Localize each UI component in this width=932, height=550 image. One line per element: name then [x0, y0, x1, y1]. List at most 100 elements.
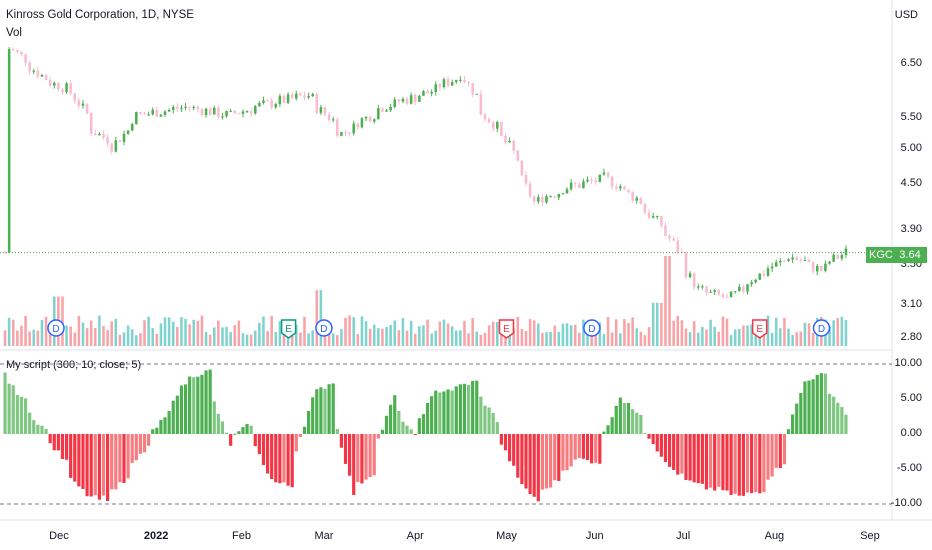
candle-body [139, 112, 142, 114]
volume-bar [508, 331, 511, 346]
histogram-bar [745, 434, 750, 493]
histogram-bar [721, 434, 725, 491]
histogram-bar [454, 386, 458, 434]
histogram-bar [413, 434, 417, 435]
volume-bar [253, 330, 257, 346]
histogram-bar [114, 434, 118, 490]
volume-bar [573, 324, 577, 346]
candle-body [372, 119, 376, 122]
candle-body [496, 121, 499, 129]
event-marker-label: E [285, 324, 292, 335]
volume-bar [122, 332, 126, 346]
histogram-bar [343, 434, 348, 464]
volume-bar [528, 319, 532, 346]
candle-body [118, 140, 122, 142]
volume-bar [262, 316, 265, 346]
volume-bar [319, 290, 323, 346]
candle-body [774, 262, 778, 267]
candle-body [299, 93, 302, 96]
candle-body [393, 99, 397, 107]
histogram-bar [659, 434, 663, 457]
currency-label[interactable]: USD [894, 9, 918, 21]
histogram-bar [384, 415, 389, 434]
histogram-bar [639, 414, 643, 434]
candle-body [717, 290, 721, 295]
candle-body [348, 132, 351, 134]
volume-bar [32, 329, 36, 346]
candle-body [282, 96, 286, 103]
volume-bar [245, 334, 249, 346]
time-tick-label: Apr [406, 530, 424, 542]
histogram-bar [360, 434, 364, 484]
volume-bar [746, 325, 749, 346]
candle-body [73, 93, 77, 101]
histogram-bar [479, 396, 483, 434]
volume-bar [463, 320, 466, 346]
volume-bar [516, 316, 520, 346]
candle-body [844, 248, 848, 256]
candle-body [143, 113, 146, 115]
histogram-bar [786, 429, 791, 434]
candle-body [409, 95, 413, 104]
histogram-bar [430, 396, 434, 434]
candle-body [746, 284, 749, 292]
candle-body [635, 197, 639, 201]
histogram-bar [827, 393, 832, 434]
candle-body [130, 124, 134, 131]
candle-body [192, 106, 196, 108]
volume-bar [249, 334, 253, 346]
volume-bar [532, 320, 536, 346]
histogram-bar [183, 384, 188, 434]
histogram-bar [553, 434, 557, 481]
candle-body [692, 273, 696, 288]
candle-body [553, 196, 556, 198]
volume-label[interactable]: Vol [6, 27, 22, 39]
volume-bar [98, 315, 101, 346]
candle-body [491, 122, 495, 129]
candle-body [442, 79, 446, 88]
event-marker-label: D [818, 324, 825, 335]
volume-bar [389, 324, 392, 346]
volume-bar [701, 326, 704, 346]
indicator-label[interactable]: My script (300; 10; close; 5) [6, 359, 142, 371]
candle-body [709, 291, 712, 293]
candle-body [828, 261, 831, 264]
candle-body [401, 98, 405, 102]
candle-body [795, 257, 798, 260]
histogram-bar [142, 434, 147, 453]
volume-bar [729, 334, 733, 346]
candle-body [742, 286, 745, 292]
candle-body [389, 106, 392, 111]
histogram-bar [844, 414, 848, 434]
histogram-bar [352, 434, 356, 495]
histogram-bar [105, 434, 110, 501]
histogram-bar [540, 434, 545, 490]
candle-body [791, 257, 794, 260]
volume-bar [155, 333, 159, 346]
histogram-bar [700, 434, 704, 484]
histogram-bar [536, 434, 540, 502]
volume-bar [176, 326, 179, 346]
histogram-bar [122, 434, 126, 483]
volume-bar [16, 330, 19, 346]
candle-body [319, 107, 323, 113]
histogram-bar [368, 434, 372, 478]
candle-body [340, 132, 343, 136]
candle-body [208, 108, 212, 115]
event-marker-label: D [588, 324, 595, 335]
histogram-bar [261, 434, 266, 466]
histogram-bar [475, 380, 479, 434]
histogram-bar [725, 434, 729, 491]
candle-body [53, 82, 56, 86]
candle-body [643, 203, 647, 213]
histogram-bar [306, 411, 311, 434]
candle-body [582, 181, 585, 188]
candle-body [397, 99, 401, 102]
candle-body [532, 196, 536, 202]
volume-bar [762, 331, 766, 346]
volume-bar [114, 318, 118, 346]
candle-body [697, 286, 700, 288]
candle-body [377, 108, 380, 120]
volume-bar [274, 332, 278, 346]
